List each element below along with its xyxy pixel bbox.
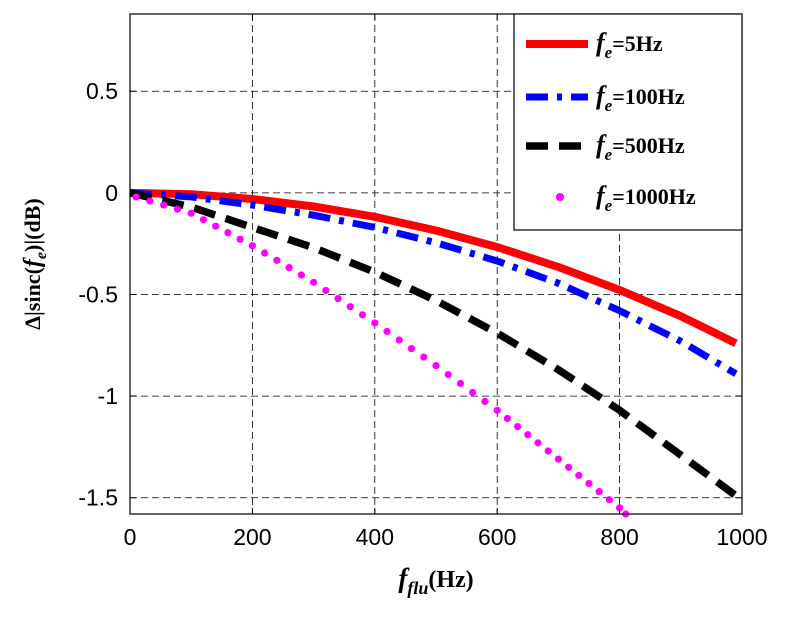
legend-entry: fe=1000Hz bbox=[556, 181, 696, 215]
series-point bbox=[334, 294, 342, 303]
series-point bbox=[285, 264, 293, 272]
axis-labels: fflu(Hz) Δ|sinc(fe)|(dB) bbox=[20, 198, 474, 598]
series-fe=5Hz bbox=[129, 188, 738, 347]
legend-label-sub: e bbox=[605, 96, 613, 115]
legend-marker bbox=[556, 193, 564, 201]
series-point bbox=[160, 201, 168, 209]
legend-label-main: f bbox=[596, 81, 607, 110]
series-point bbox=[358, 311, 367, 319]
series-point bbox=[322, 286, 330, 295]
legend-label-rest: =100Hz bbox=[612, 84, 685, 109]
y-tick-label: -1 bbox=[98, 383, 118, 409]
legend-label: fe=100Hz bbox=[596, 81, 685, 115]
series-point bbox=[224, 229, 232, 237]
series-point bbox=[481, 397, 489, 405]
series-point bbox=[173, 205, 182, 213]
legend-label-main: f bbox=[596, 130, 607, 159]
series-point bbox=[585, 479, 593, 488]
y-axis-label-post: )|(dB) bbox=[20, 198, 45, 252]
series-fe=1000Hz bbox=[132, 193, 630, 518]
series-layer bbox=[129, 188, 739, 518]
series-line bbox=[129, 188, 738, 347]
legend-label-rest: =5Hz bbox=[612, 31, 663, 56]
y-tick-label: -0.5 bbox=[78, 281, 118, 307]
legend-label-sub: e bbox=[605, 196, 613, 215]
series-point bbox=[420, 353, 428, 361]
x-axis-label: fflu(Hz) bbox=[398, 563, 473, 598]
legend-box bbox=[513, 13, 743, 231]
y-axis-label-sub: e bbox=[33, 252, 50, 259]
series-point bbox=[199, 216, 208, 224]
y-axis-label-pre: Δ|sinc( bbox=[20, 267, 45, 330]
series-point bbox=[524, 431, 532, 439]
x-tick-label: 800 bbox=[600, 524, 638, 550]
legend-label-main: f bbox=[596, 181, 607, 210]
series-point bbox=[273, 256, 281, 264]
x-axis-label-sub: flu bbox=[407, 578, 428, 598]
y-axis-label: Δ|sinc(fe)|(dB) bbox=[20, 198, 50, 329]
x-axis-label-unit: (Hz) bbox=[428, 567, 473, 593]
ticks: 0 200 400 600 800 1000 0.5 0 -0.5 -1 -1.5 bbox=[78, 14, 768, 550]
series-point bbox=[132, 193, 140, 201]
series-point bbox=[444, 370, 452, 379]
x-tick-label: 400 bbox=[356, 524, 394, 550]
series-point bbox=[407, 344, 416, 353]
x-axis-label-main: f bbox=[398, 563, 410, 593]
series-point bbox=[503, 414, 511, 423]
x-tick-label: 200 bbox=[233, 524, 271, 550]
series-point bbox=[236, 235, 244, 243]
legend-label-rest: =500Hz bbox=[612, 133, 685, 158]
series-point bbox=[310, 278, 318, 286]
legend-label: fe=5Hz bbox=[596, 28, 663, 62]
legend-label: fe=1000Hz bbox=[596, 181, 696, 215]
x-tick-label: 600 bbox=[478, 524, 516, 550]
series-point bbox=[565, 463, 573, 471]
series-point bbox=[554, 455, 563, 463]
x-tick-label: 1000 bbox=[716, 524, 767, 550]
y-tick-label: -1.5 bbox=[78, 485, 118, 511]
legend-label: fe=500Hz bbox=[596, 130, 685, 164]
series-point bbox=[261, 249, 269, 257]
legend-entry: fe=5Hz bbox=[526, 28, 663, 62]
series-point bbox=[383, 327, 391, 336]
y-tick-label: 0 bbox=[105, 180, 118, 206]
series-point bbox=[371, 319, 379, 327]
legend-label-sub: e bbox=[605, 145, 613, 164]
plot-frame bbox=[129, 13, 743, 515]
series-point bbox=[395, 336, 403, 344]
series-fe=100Hz bbox=[129, 189, 738, 377]
series-point bbox=[514, 423, 522, 431]
legend-entry: fe=100Hz bbox=[526, 81, 685, 115]
series-point bbox=[432, 362, 440, 370]
series-point bbox=[456, 379, 465, 388]
y-tick-label: 0.5 bbox=[86, 78, 118, 104]
legend-label-rest: =1000Hz bbox=[612, 184, 696, 209]
x-tick-label: 0 bbox=[124, 524, 137, 550]
series-point bbox=[534, 439, 542, 447]
series-point bbox=[212, 222, 220, 230]
series-point bbox=[297, 271, 305, 279]
y-axis-label-main: f bbox=[20, 257, 46, 267]
series-point bbox=[146, 197, 154, 205]
series-point bbox=[346, 303, 354, 311]
series-point bbox=[575, 471, 583, 479]
legend-label-sub: e bbox=[605, 43, 613, 62]
series-point bbox=[595, 488, 603, 496]
series-point bbox=[605, 496, 614, 504]
series-fe=500Hz bbox=[129, 189, 739, 499]
series-point bbox=[616, 504, 624, 512]
series-point bbox=[493, 406, 501, 414]
series-point bbox=[248, 242, 256, 250]
series-line bbox=[129, 189, 739, 499]
series-point bbox=[187, 209, 195, 217]
legend-label-main: f bbox=[596, 28, 607, 57]
legend-entry: fe=500Hz bbox=[526, 130, 685, 164]
series-point bbox=[469, 388, 477, 397]
series-line bbox=[129, 189, 738, 377]
series-point bbox=[544, 447, 552, 455]
